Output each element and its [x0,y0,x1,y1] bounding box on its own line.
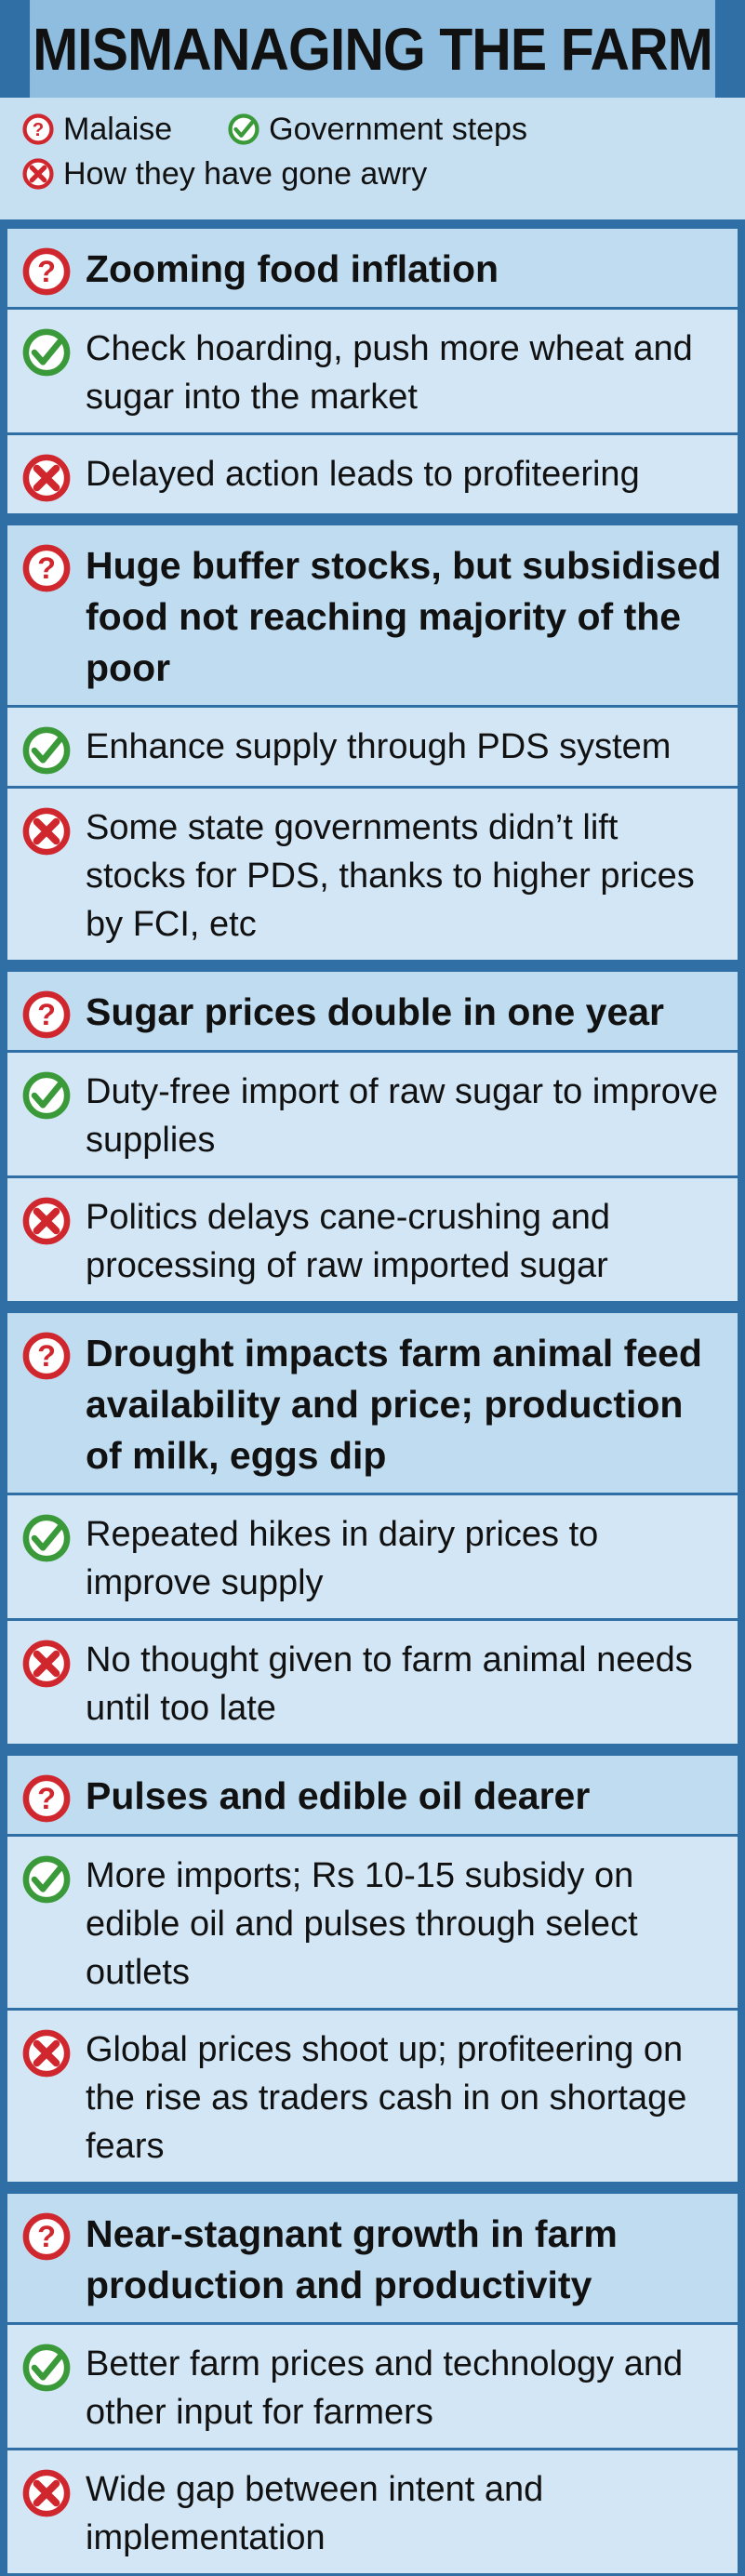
check-icon [22,1514,71,1562]
legend-steps-label: Government steps [269,111,527,147]
malaise-row: ? Drought impacts farm animal feed availa… [7,1313,738,1495]
group-1: ? Zooming food inflation Check hoarding, p… [7,229,738,516]
svg-text:?: ? [37,1339,56,1373]
group-separator [7,516,738,525]
malaise-row: ? Sugar prices double in one year [7,972,738,1053]
question-icon: ? [22,113,54,145]
malaise-text: Drought impacts farm animal feed availab… [86,1332,702,1477]
step-row: Repeated hikes in dairy prices to improv… [7,1495,738,1621]
check-icon [22,2344,71,2392]
question-icon: ? [22,544,71,592]
malaise-row: ? Huge buffer stocks, but subsidised food… [7,525,738,708]
awry-text: Wide gap between intent and implementati… [86,2470,544,2557]
group-separator [7,963,738,972]
cross-icon [22,807,71,856]
awry-row: Wide gap between intent and implementati… [7,2450,738,2576]
step-text: Duty-free import of raw sugar to improve… [86,1072,719,1160]
legend-row-2: How they have gone awry [22,152,723,196]
group-3: ? Sugar prices double in one year Duty-fre… [7,972,738,1304]
question-icon: ? [22,1774,71,1823]
awry-text: Politics delays cane-crushing and proces… [86,1198,610,1285]
group-5: ? Pulses and edible oil dearer More import… [7,1756,738,2184]
awry-text: Global prices shoot up; profiteering on … [86,2030,687,2166]
malaise-row: ? Pulses and edible oil dearer [7,1756,738,1837]
cross-icon [22,1640,71,1688]
group-6: ? Near-stagnant growth in farm production… [7,2194,738,2576]
cross-icon [22,2029,71,2078]
svg-text:?: ? [33,120,44,140]
legend-awry: How they have gone awry [22,156,427,193]
svg-text:?: ? [37,255,56,288]
legend-awry-label: How they have gone awry [63,155,428,192]
svg-text:?: ? [37,998,56,1031]
awry-row: Delayed action leads to profiteering [7,435,738,516]
awry-row: Politics delays cane-crushing and proces… [7,1178,738,1304]
awry-row: Some state governments didn’t lift stock… [7,789,738,963]
cross-icon [22,158,54,190]
svg-text:?: ? [37,551,56,585]
cross-icon [22,454,71,502]
group-4: ? Drought impacts farm animal feed availa… [7,1313,738,1746]
malaise-row: ? Near-stagnant growth in farm production… [7,2194,738,2325]
legend: ? Malaise Government steps How they have… [0,98,745,219]
step-row: Enhance supply through PDS system [7,708,738,789]
step-text: Enhance supply through PDS system [86,727,672,766]
check-icon [22,328,71,377]
check-icon [22,1071,71,1120]
check-icon [22,726,71,775]
step-text: More imports; Rs 10-15 subsidy on edible… [86,1856,638,1992]
group-separator [7,1304,738,1313]
check-icon [22,1855,71,1904]
step-row: Duty-free import of raw sugar to improve… [7,1053,738,1178]
step-text: Better farm prices and technology and ot… [86,2344,684,2432]
svg-text:?: ? [37,2220,56,2253]
malaise-row: ? Zooming food inflation [7,229,738,310]
legend-steps: Government steps [228,112,527,148]
group-2: ? Huge buffer stocks, but subsidised food… [7,525,738,963]
page-title: MISMANAGING THE FARM [30,0,715,98]
step-text: Repeated hikes in dairy prices to improv… [86,1515,599,1602]
groups-list: ? Zooming food inflation Check hoarding, p… [7,219,738,2576]
awry-text: Delayed action leads to profiteering [86,455,640,494]
check-icon [228,113,259,145]
group-separator [7,219,738,229]
question-icon: ? [22,247,71,296]
legend-malaise-label: Malaise [63,111,173,147]
svg-text:?: ? [37,1782,56,1815]
cross-icon [22,2469,71,2517]
step-row: Check hoarding, push more wheat and suga… [7,310,738,435]
cross-icon [22,1197,71,1245]
malaise-text: Sugar prices double in one year [86,990,665,1033]
step-row: Better farm prices and technology and ot… [7,2325,738,2450]
legend-row-1: ? Malaise Government steps [22,107,723,152]
group-separator [7,2184,738,2194]
awry-text: No thought given to farm animal needs un… [86,1640,693,1728]
awry-text: Some state governments didn’t lift stock… [86,808,695,944]
malaise-text: Near-stagnant growth in farm production … [86,2212,618,2306]
question-icon: ? [22,2212,71,2261]
step-text: Check hoarding, push more wheat and suga… [86,329,693,417]
step-row: More imports; Rs 10-15 subsidy on edible… [7,1837,738,2011]
awry-row: No thought given to farm animal needs un… [7,1621,738,1746]
group-separator [7,1746,738,1756]
question-icon: ? [22,1332,71,1380]
question-icon: ? [22,990,71,1039]
malaise-text: Zooming food inflation [86,247,499,290]
legend-malaise: ? Malaise [22,112,172,148]
awry-row: Global prices shoot up; profiteering on … [7,2011,738,2184]
malaise-text: Huge buffer stocks, but subsidised food … [86,544,722,689]
malaise-text: Pulses and edible oil dearer [86,1774,591,1817]
